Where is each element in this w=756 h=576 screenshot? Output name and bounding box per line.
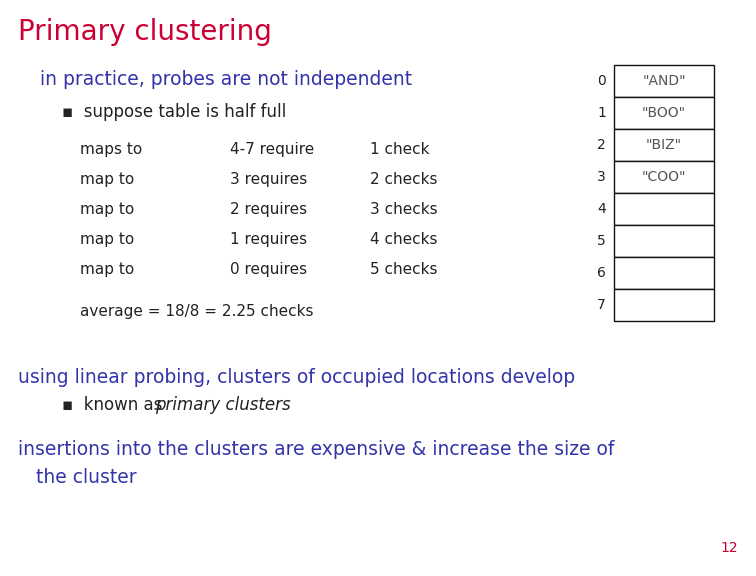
Bar bbox=[614, 129, 714, 161]
Bar bbox=[614, 161, 714, 193]
Text: 3 checks: 3 checks bbox=[370, 202, 438, 217]
Text: 1 check: 1 check bbox=[370, 142, 429, 157]
Text: 4: 4 bbox=[597, 202, 606, 216]
Text: map to: map to bbox=[80, 232, 135, 247]
Text: using linear probing, clusters of occupied locations develop: using linear probing, clusters of occupi… bbox=[18, 368, 575, 387]
Bar bbox=[614, 257, 714, 289]
Text: 3 requires: 3 requires bbox=[230, 172, 307, 187]
Text: in practice, probes are not independent: in practice, probes are not independent bbox=[40, 70, 412, 89]
Text: 5: 5 bbox=[597, 234, 606, 248]
Text: 0: 0 bbox=[597, 74, 606, 88]
Text: 6: 6 bbox=[597, 266, 606, 280]
Text: ▪  known as: ▪ known as bbox=[62, 396, 168, 414]
Text: map to: map to bbox=[80, 262, 135, 277]
Text: Primary clustering: Primary clustering bbox=[18, 18, 272, 46]
Text: the cluster: the cluster bbox=[18, 468, 137, 487]
Text: 2: 2 bbox=[597, 138, 606, 152]
Bar bbox=[614, 289, 714, 321]
Text: 12: 12 bbox=[720, 541, 738, 555]
Text: 0 requires: 0 requires bbox=[230, 262, 307, 277]
Bar bbox=[614, 65, 714, 97]
Text: "COO": "COO" bbox=[642, 170, 686, 184]
Text: map to: map to bbox=[80, 202, 135, 217]
Bar bbox=[614, 225, 714, 257]
Text: 2 requires: 2 requires bbox=[230, 202, 307, 217]
Text: insertions into the clusters are expensive & increase the size of: insertions into the clusters are expensi… bbox=[18, 440, 615, 459]
Text: maps to: maps to bbox=[80, 142, 142, 157]
Text: 1 requires: 1 requires bbox=[230, 232, 307, 247]
Bar bbox=[614, 193, 714, 225]
Text: 5 checks: 5 checks bbox=[370, 262, 438, 277]
Text: 4 checks: 4 checks bbox=[370, 232, 438, 247]
Text: map to: map to bbox=[80, 172, 135, 187]
Text: "AND": "AND" bbox=[642, 74, 686, 88]
Text: ▪  suppose table is half full: ▪ suppose table is half full bbox=[62, 103, 287, 121]
Text: "BIZ": "BIZ" bbox=[646, 138, 682, 152]
Text: 3: 3 bbox=[597, 170, 606, 184]
Text: 1: 1 bbox=[597, 106, 606, 120]
Text: 2 checks: 2 checks bbox=[370, 172, 438, 187]
Bar bbox=[614, 97, 714, 129]
Text: primary clusters: primary clusters bbox=[155, 396, 290, 414]
Text: average = 18/8 = 2.25 checks: average = 18/8 = 2.25 checks bbox=[80, 304, 314, 319]
Text: 7: 7 bbox=[597, 298, 606, 312]
Text: 4-7 require: 4-7 require bbox=[230, 142, 314, 157]
Text: "BOO": "BOO" bbox=[642, 106, 686, 120]
